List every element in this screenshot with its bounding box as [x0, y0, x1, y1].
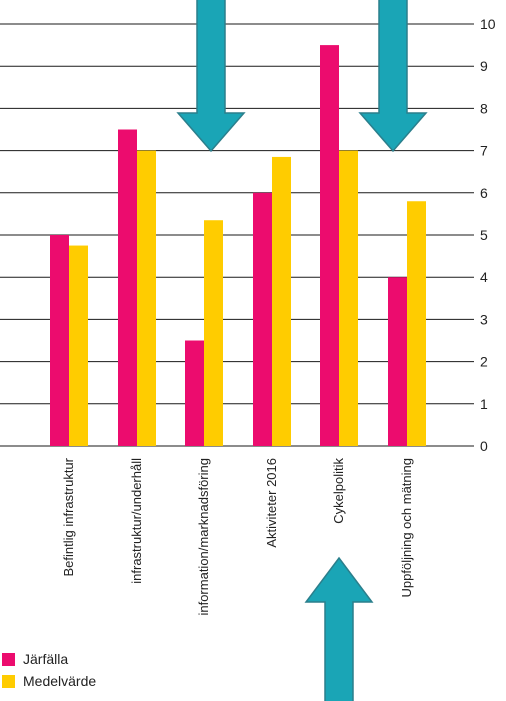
legend-swatch-jarfalla — [2, 652, 15, 666]
x-tick-label-1: infrastruktur/underhåll — [129, 458, 144, 584]
bar-jarfalla-3 — [253, 192, 272, 446]
x-tick-label-5: Uppföljning och mätning — [399, 458, 414, 597]
bar-medelvarde-1 — [137, 150, 156, 446]
y-tick-label-1: 1 — [480, 396, 488, 412]
legend-label-jarfalla: Järfälla — [23, 651, 69, 667]
bar-jarfalla-0 — [50, 235, 69, 446]
y-tick-label-6: 6 — [480, 185, 488, 201]
y-tick-label-4: 4 — [480, 269, 488, 285]
x-tick-label-3: Aktiviteter 2016 — [264, 458, 279, 548]
y-tick-label-5: 5 — [480, 227, 488, 243]
down-arrow-2 — [358, 0, 428, 153]
y-tick-label-3: 3 — [480, 311, 488, 327]
down-arrow-1 — [176, 0, 246, 153]
y-tick-label-10: 10 — [480, 16, 496, 32]
bar-jarfalla-4 — [320, 45, 339, 446]
legend-item-jarfalla: Järfälla — [2, 648, 96, 670]
chart-legend: Järfälla Medelvärde — [2, 648, 96, 692]
bar-medelvarde-2 — [204, 220, 223, 446]
bar-jarfalla-5 — [388, 277, 407, 446]
y-tick-label-0: 0 — [480, 438, 488, 454]
legend-label-medelvarde: Medelvärde — [23, 673, 97, 689]
y-tick-label-2: 2 — [480, 354, 488, 370]
x-tick-label-2: information/marknadsföring — [196, 458, 211, 616]
bar-medelvarde-5 — [407, 201, 426, 446]
up-arrow — [304, 556, 374, 701]
x-tick-label-0: Befintlig infrastruktur — [61, 457, 76, 576]
bar-jarfalla-1 — [118, 129, 137, 446]
y-tick-label-7: 7 — [480, 143, 488, 159]
bar-medelvarde-4 — [339, 150, 358, 446]
bar-jarfalla-2 — [185, 340, 204, 446]
y-tick-label-8: 8 — [480, 100, 488, 116]
legend-item-medelvarde: Medelvärde — [2, 670, 96, 692]
x-tick-label-4: Cykelpolitik — [331, 458, 346, 524]
legend-swatch-medelvarde — [2, 674, 15, 688]
y-tick-label-9: 9 — [480, 58, 488, 74]
bar-medelvarde-3 — [272, 156, 291, 446]
bar-medelvarde-0 — [69, 245, 88, 446]
